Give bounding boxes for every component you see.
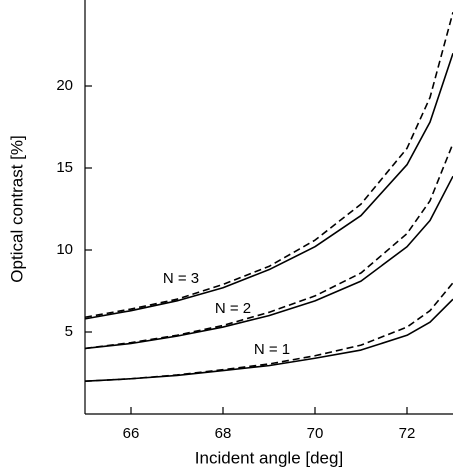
series-line <box>84 143 453 350</box>
series-line <box>84 11 453 319</box>
y-tick-label: 15 <box>56 159 73 176</box>
x-tick-label: 72 <box>399 425 416 442</box>
x-tick-label: 70 <box>307 425 324 442</box>
series-line <box>84 52 453 320</box>
annotation: N = 2 <box>215 300 251 317</box>
series-line <box>84 175 453 350</box>
series-line <box>84 282 453 382</box>
x-tick-label: 66 <box>123 425 140 442</box>
annotation: N = 3 <box>163 270 199 287</box>
y-tick-label: 10 <box>56 241 73 258</box>
annotation: N = 1 <box>254 341 290 358</box>
y-axis-label: Optical contrast [%] <box>7 135 26 282</box>
x-axis-label: Incident angle [deg] <box>195 448 343 467</box>
y-tick-label: 5 <box>65 323 73 340</box>
x-tick-label: 68 <box>215 425 232 442</box>
y-tick-label: 20 <box>56 77 73 94</box>
